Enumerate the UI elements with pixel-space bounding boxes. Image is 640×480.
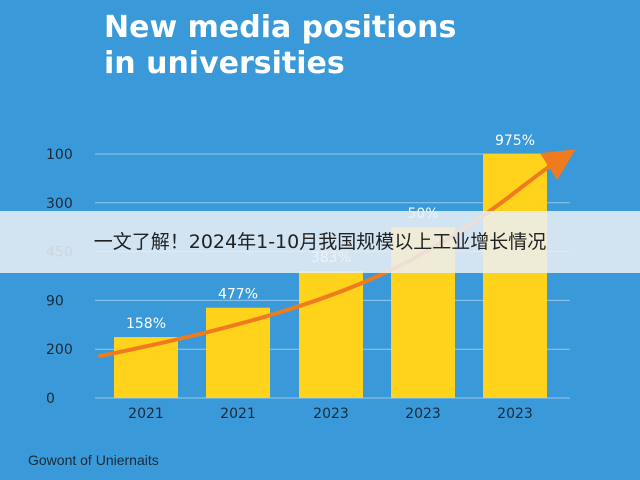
y-tick-label: 100 <box>46 147 73 163</box>
chart-title-line-1: New media positions <box>104 10 457 45</box>
x-axis-ticks: 2021 2021 2023 2023 2023 <box>128 406 533 422</box>
y-tick-label: 0 <box>46 391 55 407</box>
bar <box>299 271 363 398</box>
data-label: 477% <box>218 287 258 303</box>
bars <box>114 154 547 398</box>
x-tick-label: 2023 <box>497 406 533 422</box>
y-axis-ticks: 100300450902000 <box>46 147 73 407</box>
chart-source-footer: Gowont of Uniernaits <box>28 452 159 468</box>
headline-banner-text[interactable]: 一文了解！2024年1-10月我国规模以上工业增长情况 <box>93 231 547 253</box>
x-tick-label: 2021 <box>128 406 164 422</box>
y-tick-label: 200 <box>46 342 73 358</box>
x-tick-label: 2021 <box>220 406 256 422</box>
x-tick-label: 2023 <box>313 406 349 422</box>
bar <box>206 307 270 398</box>
chart-title-line-2: in universities <box>104 46 345 81</box>
data-label: 975% <box>495 133 535 149</box>
x-tick-label: 2023 <box>405 406 441 422</box>
y-tick-label: 300 <box>46 196 73 212</box>
y-tick-label: 90 <box>46 293 64 309</box>
data-label: 158% <box>126 316 166 332</box>
chart-title: New media positions in universities <box>104 10 456 82</box>
headline-banner[interactable]: 一文了解！2024年1-10月我国规模以上工业增长情况 <box>0 211 640 273</box>
